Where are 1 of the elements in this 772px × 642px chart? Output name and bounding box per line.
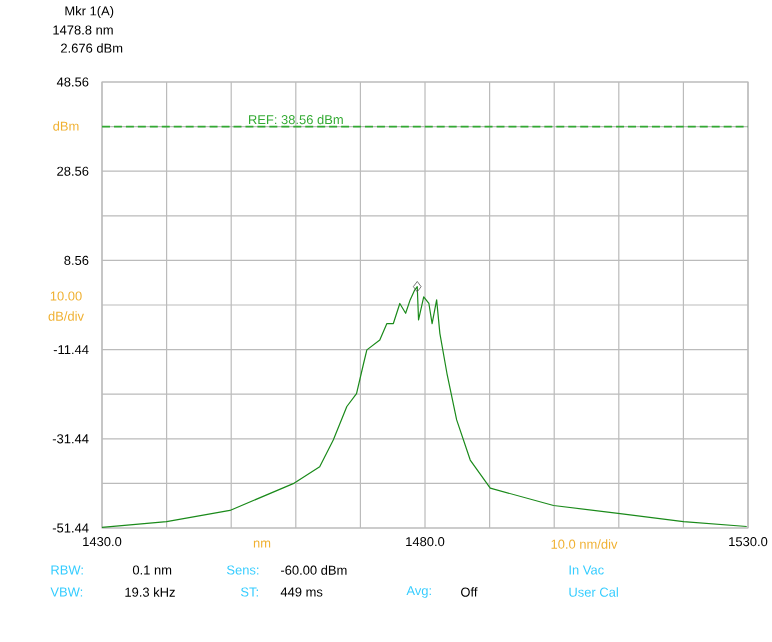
line-series — [101, 286, 748, 528]
